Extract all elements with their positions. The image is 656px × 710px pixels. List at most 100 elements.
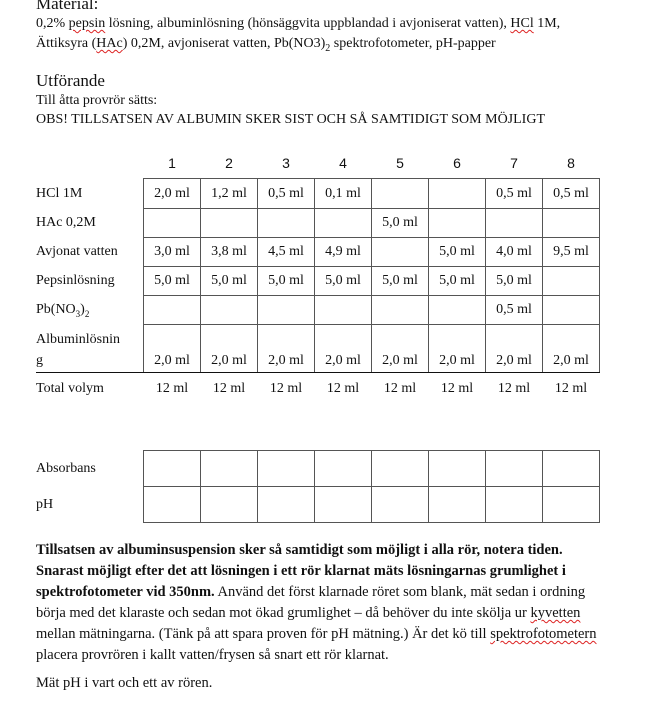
table-cell: 2,0 ml [371,324,429,373]
table-cell: 2,0 ml [428,324,486,373]
column-header: 6 [453,155,461,171]
column-header: 1 [168,155,176,171]
table-row: Avjonat vatten 3,0 ml 3,8 ml 4,5 ml 4,9 ml 5,… [36,237,600,267]
table-cell: 4,5 ml [257,237,315,267]
table-cell: 12 ml [155,380,189,396]
input-cell[interactable] [314,486,372,523]
column-header: 8 [567,155,575,171]
column-header: 5 [396,155,404,171]
table-cell: 2,0 ml [257,324,315,373]
table-cell: 2,0 ml [485,324,543,373]
results-table: Absorbans pH [36,450,600,523]
table-cell: 0,5 ml [485,178,543,209]
input-cell[interactable] [314,450,372,487]
instructions: Tillsatsen av albuminsuspension sker så … [36,540,606,694]
table-cell: 12 ml [440,380,474,396]
input-cell[interactable] [143,486,201,523]
table-cell: 1,2 ml [200,178,258,209]
input-cell[interactable] [200,450,258,487]
table-cell [428,178,486,209]
table-cell: 12 ml [212,380,246,396]
table-cell: 0,5 ml [485,295,543,325]
table-cell: 5,0 ml [485,266,543,296]
table-cell [542,266,600,296]
row-label: pH [36,496,54,512]
input-cell[interactable] [257,450,315,487]
input-cell[interactable] [200,486,258,523]
table-cell: 9,5 ml [542,237,600,267]
column-header-row: 1 2 3 4 5 6 7 8 [36,148,600,179]
input-cell[interactable] [143,450,201,487]
table-cell [200,295,258,325]
table-cell: 12 ml [497,380,531,396]
table-cell: 12 ml [554,380,588,396]
table-cell [314,295,372,325]
table-row: Pb(NO3)2 0,5 ml [36,295,600,325]
column-header: 4 [339,155,347,171]
table-cell [371,178,429,209]
procedure-warning: OBS! TILLSATSEN AV ALBUMIN SKER SIST OCH… [36,112,545,127]
input-cell[interactable] [428,486,486,523]
column-header: 3 [282,155,290,171]
table-cell: 0,1 ml [314,178,372,209]
table-cell: 5,0 ml [257,266,315,296]
procedure-heading: Utförande [36,71,105,90]
material-line-1: 0,2% pepsin lösning, albuminlösning (hön… [36,16,561,31]
table-cell: 5,0 ml [428,266,486,296]
procedure-intro: Till åtta provrör sätts: [36,93,158,108]
table-cell [257,295,315,325]
input-cell[interactable] [542,450,600,487]
table-row: HAc 0,2M 5,0 ml [36,208,600,238]
table-cell: 3,8 ml [200,237,258,267]
table-cell: 2,0 ml [143,178,201,209]
table-cell [314,208,372,238]
table-cell: 12 ml [326,380,360,396]
table-cell: 5,0 ml [371,208,429,238]
table-cell: 0,5 ml [257,178,315,209]
table-cell: 4,0 ml [485,237,543,267]
table-cell [542,295,600,325]
table-cell: 0,5 ml [542,178,600,209]
instructions-bold: Tillsatsen av albuminsuspension sker så … [36,542,566,600]
table-cell: 5,0 ml [428,237,486,267]
input-cell[interactable] [257,486,315,523]
table-cell: 2,0 ml [542,324,600,373]
table-cell: 5,0 ml [314,266,372,296]
table-cell [428,295,486,325]
input-cell[interactable] [485,450,543,487]
table-cell [143,208,201,238]
row-label: HCl 1M [36,185,83,201]
table-row: Albuminlösnin g 2,0 ml 2,0 ml 2,0 ml 2,0 ml 2,… [36,324,600,373]
results-row: Absorbans [36,450,600,487]
table-cell: 12 ml [383,380,417,396]
table-cell [428,208,486,238]
table-cell [143,295,201,325]
row-label: HAc 0,2M [36,215,96,230]
table-cell [485,208,543,238]
table-cell: 2,0 ml [314,324,372,373]
row-label: Avjonat vatten [36,244,118,259]
table-cell [200,208,258,238]
results-row: pH [36,486,600,523]
table-cell: 12 ml [269,380,303,396]
total-row: Total volym 12 ml 12 ml 12 ml 12 ml 12 ml 12 m… [36,373,600,405]
input-cell[interactable] [428,450,486,487]
input-cell[interactable] [485,486,543,523]
input-cell[interactable] [371,486,429,523]
row-label: Pb(NO3)2 [36,301,90,319]
reagent-table: 1 2 3 4 5 6 7 8 HCl 1M 2,0 ml 1,2 ml 0,5 ml 0,1 ml 0,… [36,148,600,405]
table-cell: 3,0 ml [143,237,201,267]
row-label: Absorbans [36,460,96,476]
table-cell: 5,0 ml [371,266,429,296]
column-header: 2 [225,155,233,171]
input-cell[interactable] [542,486,600,523]
table-cell: 5,0 ml [143,266,201,296]
table-cell: 4,9 ml [314,237,372,267]
material-line-2: Ättiksyra (HAc) 0,2M, avjoniserat vatten… [36,36,496,54]
column-header: 7 [510,155,518,171]
table-cell [371,295,429,325]
table-cell: 2,0 ml [143,324,201,373]
row-label: Pepsinlösning [36,273,115,288]
table-row: HCl 1M 2,0 ml 1,2 ml 0,5 ml 0,1 ml 0,5 ml 0,5 … [36,178,600,209]
input-cell[interactable] [371,450,429,487]
